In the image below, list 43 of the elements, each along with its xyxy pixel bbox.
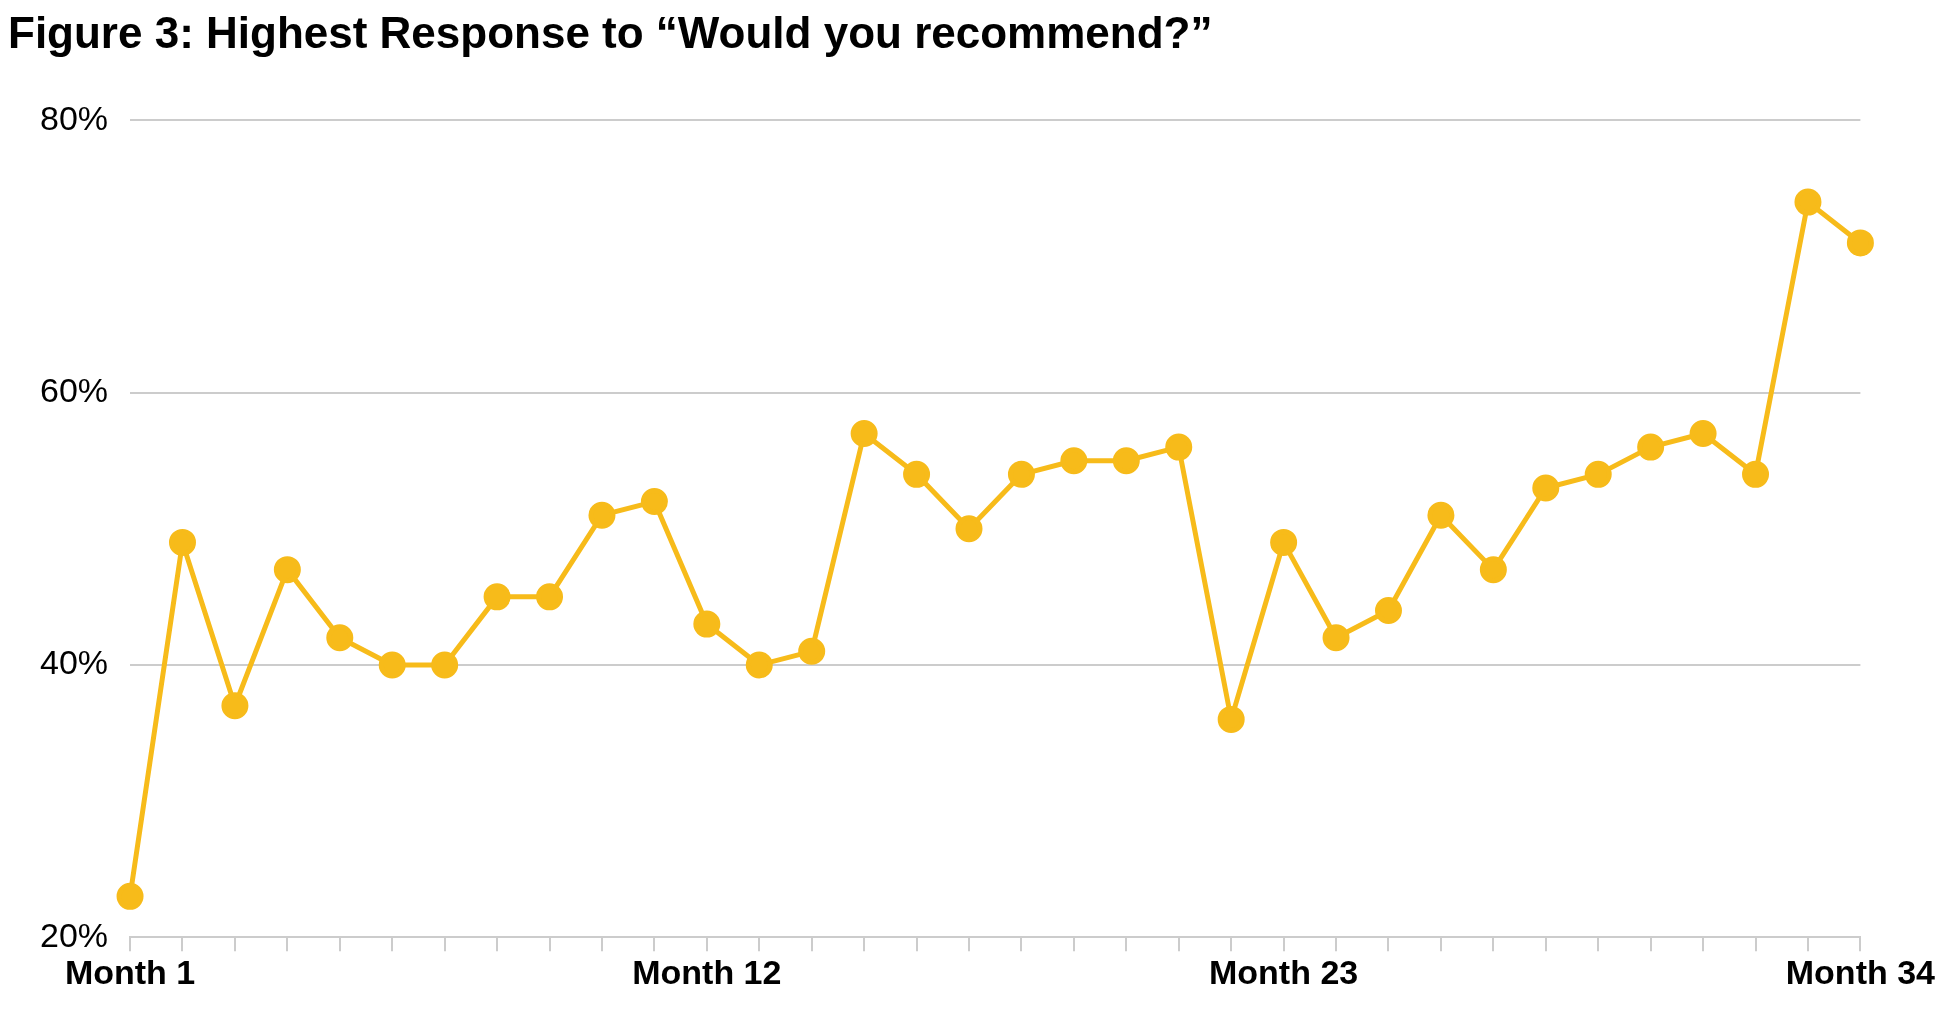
point [745, 651, 773, 679]
x-tick-label: Month 34 [1785, 952, 1936, 991]
point [1479, 556, 1507, 584]
point [536, 583, 564, 611]
chart-title: Figure 3: Highest Response to “Would you recommend?” [8, 8, 1214, 58]
x-tick-label: Month 1 [64, 952, 196, 991]
point [850, 420, 878, 448]
y-tick-label: 40% [39, 643, 109, 682]
point [1322, 624, 1350, 652]
point [483, 583, 511, 611]
point [273, 556, 301, 584]
point [798, 637, 826, 665]
point [431, 651, 459, 679]
point [1007, 460, 1035, 488]
point [1742, 460, 1770, 488]
point [955, 515, 983, 543]
point [903, 460, 931, 488]
point [1112, 447, 1140, 475]
point [378, 651, 406, 679]
point [1270, 528, 1298, 556]
x-tick-label: Month 12 [632, 952, 782, 991]
point [1060, 447, 1088, 475]
point [221, 692, 249, 720]
y-tick-label: 60% [39, 371, 109, 410]
x-tick-label: Month 23 [1209, 952, 1359, 991]
point [588, 501, 616, 529]
point [1637, 433, 1665, 461]
point [116, 882, 144, 910]
point [1165, 433, 1193, 461]
point [326, 624, 354, 652]
point [1584, 460, 1612, 488]
point [1427, 501, 1455, 529]
y-tick-label: 20% [39, 915, 109, 954]
point [693, 610, 721, 638]
point [1217, 705, 1245, 733]
point [1532, 474, 1560, 502]
point [168, 528, 196, 556]
point [640, 488, 668, 516]
point [1689, 420, 1717, 448]
point [1846, 229, 1874, 257]
point [1374, 596, 1402, 624]
point [1794, 188, 1822, 216]
y-tick-label: 80% [39, 98, 109, 137]
